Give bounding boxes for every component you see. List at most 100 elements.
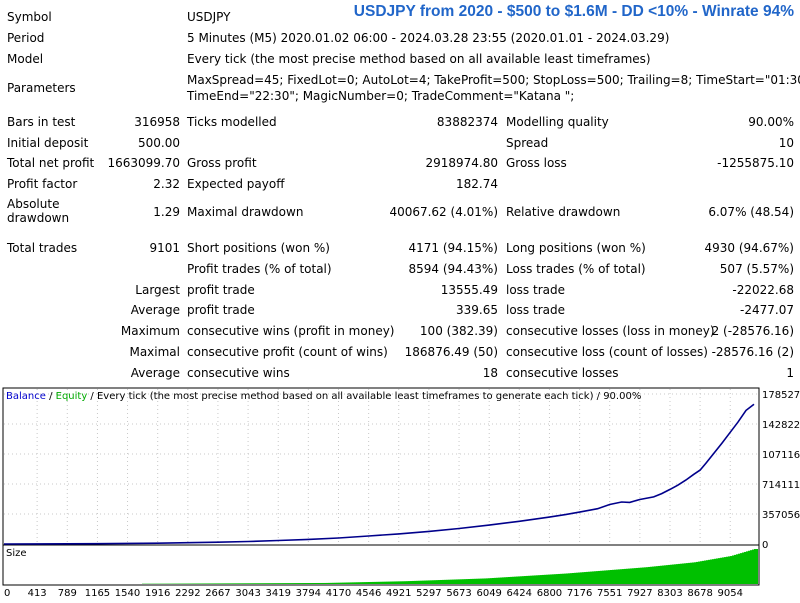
y-tick-label: 1428222 (762, 420, 800, 431)
size-bar (670, 565, 672, 584)
size-bar (398, 581, 400, 584)
size-bar (688, 563, 690, 584)
x-tick-label: 8303 (657, 588, 682, 599)
spread-label: Spread (506, 135, 548, 151)
size-bar (718, 558, 720, 584)
size-bar (248, 583, 250, 584)
size-bar (686, 563, 688, 584)
size-bar (422, 581, 424, 584)
average-consecutive-wins-label: consecutive wins (187, 365, 290, 381)
max-consecutive-wins-value: 100 (382.39) (420, 323, 498, 339)
size-bar (592, 571, 594, 584)
size-bar (414, 581, 416, 584)
size-bar (524, 576, 526, 584)
size-bar (274, 583, 276, 584)
size-bar (294, 583, 296, 584)
average-profit-label: profit trade (187, 302, 255, 318)
size-bar (370, 582, 372, 584)
size-bar (442, 580, 444, 584)
size-bar (620, 569, 622, 584)
size-bar (240, 583, 242, 584)
size-bar (306, 583, 308, 584)
average-consecutive-losses-value: 1 (786, 365, 794, 381)
size-bar (470, 579, 472, 584)
size-bar (522, 576, 524, 584)
size-bar (224, 583, 226, 584)
size-bar (464, 579, 466, 584)
size-bar (200, 583, 202, 584)
size-bar (268, 583, 270, 584)
size-bar (722, 557, 724, 584)
size-bar (234, 583, 236, 584)
size-bar (510, 577, 512, 584)
size-bar (290, 583, 292, 584)
size-bar (698, 562, 700, 584)
size-bar (540, 575, 542, 584)
size-bar (512, 577, 514, 584)
size-bar (262, 583, 264, 584)
size-bar (338, 583, 340, 584)
size-bar (348, 582, 350, 584)
size-bar (250, 583, 252, 584)
x-tick-label: 4546 (356, 588, 381, 599)
size-bar (202, 583, 204, 584)
size-bar (226, 583, 228, 584)
size-bar (390, 582, 392, 584)
maximal-consecutive-profit-label: consecutive profit (count of wins) (187, 344, 388, 360)
size-bar (712, 559, 714, 584)
max-consecutive-losses-label: consecutive losses (loss in money) (506, 323, 715, 339)
size-bar (752, 550, 754, 584)
size-bar (746, 551, 748, 584)
size-bar (690, 563, 692, 584)
x-tick-label: 4170 (326, 588, 351, 599)
net-profit-label: Total net profit (7, 155, 94, 171)
x-tick-label: 7551 (597, 588, 622, 599)
size-bar (488, 578, 490, 584)
size-bar (326, 583, 328, 584)
size-bar (410, 581, 412, 584)
size-bar (404, 581, 406, 584)
size-bar (742, 553, 744, 584)
expected-payoff-label: Expected payoff (187, 176, 284, 192)
size-bar (638, 568, 640, 584)
size-bar (230, 583, 232, 584)
largest-loss-value: -22022.68 (732, 282, 794, 298)
size-bar (246, 583, 248, 584)
size-bar (696, 562, 698, 584)
y-tick-label: 0 (762, 540, 768, 551)
size-bar (418, 581, 420, 584)
parameters-line-2: TimeEnd="22:30"; MagicNumber=0; TradeCom… (187, 88, 574, 104)
size-bar (320, 583, 322, 584)
period-value: 5 Minutes (M5) 2020.01.02 06:00 - 2024.0… (187, 30, 669, 46)
spread-value: 10 (779, 135, 794, 151)
size-bar (346, 582, 348, 584)
size-bar (232, 583, 234, 584)
expected-payoff-value: 182.74 (456, 176, 498, 192)
loss-trades-label: Loss trades (% of total) (506, 261, 646, 277)
gross-profit-value: 2918974.80 (425, 155, 498, 171)
profit-factor-value: 2.32 (153, 176, 180, 192)
size-bar (204, 583, 206, 584)
absolute-drawdown-label-2: drawdown (7, 210, 69, 226)
size-bar (220, 583, 222, 584)
size-bar (672, 565, 674, 584)
size-bar (594, 571, 596, 584)
size-bar (366, 582, 368, 584)
size-bar (520, 576, 522, 584)
size-bar (566, 573, 568, 584)
bars-value: 316958 (134, 114, 180, 130)
size-bar (298, 583, 300, 584)
x-tick-label: 6424 (507, 588, 532, 599)
gross-loss-value: -1255875.10 (717, 155, 794, 171)
x-tick-label: 789 (58, 588, 77, 599)
average-consecutive-losses-label: consecutive losses (506, 365, 619, 381)
size-bar (492, 578, 494, 584)
size-bar (530, 576, 532, 584)
size-bar (708, 560, 710, 584)
size-bar (340, 583, 342, 584)
size-bar (420, 581, 422, 584)
x-tick-label: 3794 (296, 588, 321, 599)
size-bar (694, 562, 696, 584)
size-bar (584, 572, 586, 584)
size-bar (732, 555, 734, 584)
